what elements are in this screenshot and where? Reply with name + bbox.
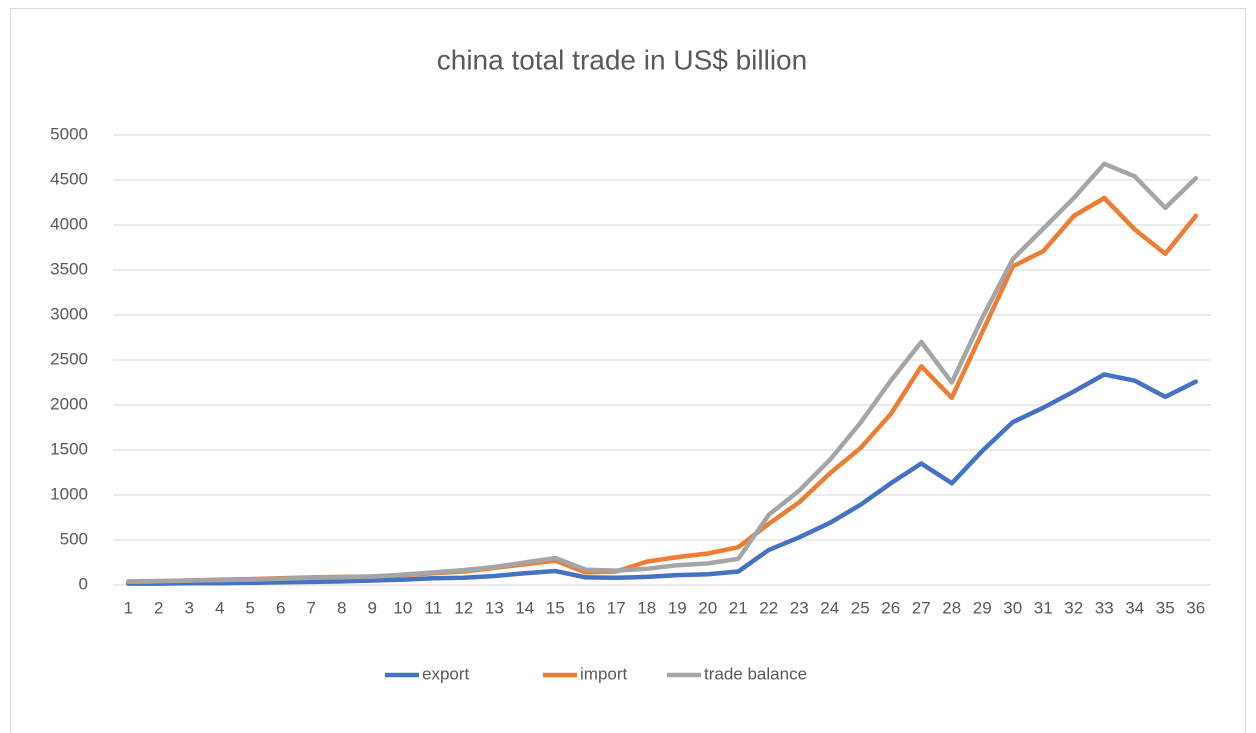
x-tick-label: 17: [607, 598, 626, 617]
y-tick-label: 2000: [50, 394, 88, 413]
x-tick-label: 2: [154, 598, 163, 617]
x-tick-label: 33: [1095, 598, 1114, 617]
y-tick-label: 2500: [50, 349, 88, 368]
chart-frame: [10, 8, 1246, 733]
x-tick-label: 32: [1064, 598, 1083, 617]
x-tick-label: 6: [276, 598, 285, 617]
y-tick-label: 3000: [50, 304, 88, 323]
x-tick-label: 18: [637, 598, 656, 617]
series-line: [126, 161, 1199, 584]
x-tick-label: 22: [759, 598, 778, 617]
x-tick-label: 26: [881, 598, 900, 617]
x-tick-label: 29: [973, 598, 992, 617]
x-tick-label: 20: [698, 598, 717, 617]
x-tick-label: 9: [368, 598, 377, 617]
x-tick-label: 13: [485, 598, 504, 617]
y-tick-label: 3500: [50, 259, 88, 278]
x-tick-label: 15: [546, 598, 565, 617]
chart-title: china total trade in US$ billion: [437, 44, 807, 75]
x-tick-label: 34: [1125, 598, 1144, 617]
x-tick-label: 31: [1034, 598, 1053, 617]
x-tick-label: 19: [668, 598, 687, 617]
x-tick-label: 36: [1186, 598, 1205, 617]
y-tick-label: 5000: [50, 124, 88, 143]
x-tick-label: 12: [454, 598, 473, 617]
x-tick-label: 27: [912, 598, 931, 617]
y-tick-label: 0: [79, 574, 88, 593]
x-tick-label: 14: [515, 598, 534, 617]
x-tick-label: 30: [1003, 598, 1022, 617]
y-tick-label: 1000: [50, 484, 88, 503]
x-tick-label: 3: [185, 598, 194, 617]
x-tick-label: 10: [393, 598, 412, 617]
x-tick-label: 35: [1156, 598, 1175, 617]
y-tick-label: 500: [60, 529, 88, 548]
x-tick-label: 11: [424, 598, 442, 617]
y-tick-label: 1500: [50, 439, 88, 458]
x-tick-label: 4: [215, 598, 224, 617]
x-tick-label: 21: [729, 598, 748, 617]
y-tick-label: 4000: [50, 214, 88, 233]
x-tick-label: 23: [790, 598, 809, 617]
x-tick-label: 7: [307, 598, 316, 617]
x-tick-label: 1: [124, 598, 133, 617]
legend-label: import: [580, 664, 628, 683]
x-tick-label: 8: [337, 598, 346, 617]
x-tick-label: 16: [576, 598, 595, 617]
x-tick-label: 5: [246, 598, 255, 617]
legend-label: trade balance: [704, 664, 807, 683]
x-tick-label: 24: [820, 598, 839, 617]
x-tick-label: 25: [851, 598, 870, 617]
y-tick-label: 4500: [50, 169, 88, 188]
legend-label: export: [422, 664, 470, 683]
series-line: [126, 372, 1199, 586]
x-tick-label: 28: [942, 598, 961, 617]
